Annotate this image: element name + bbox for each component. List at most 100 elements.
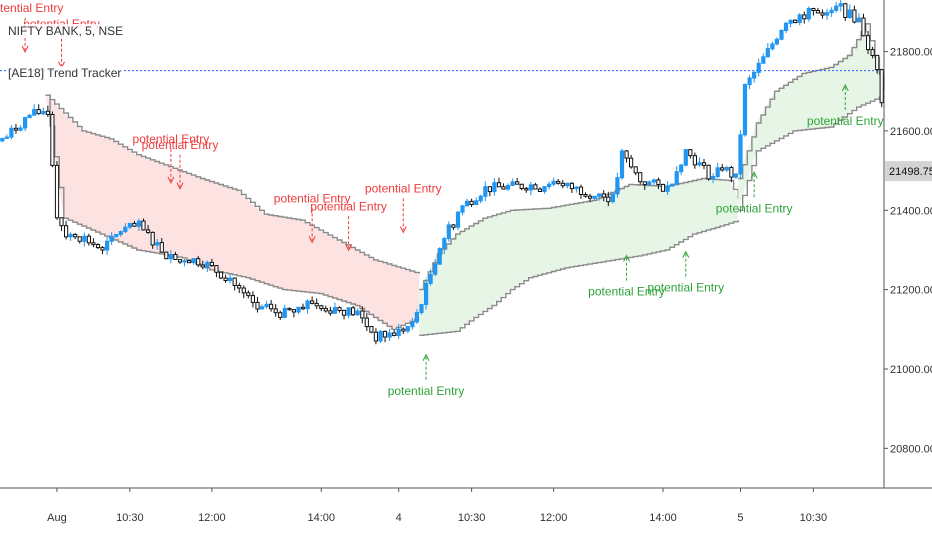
candle bbox=[492, 177, 497, 196]
symbol-legend[interactable]: NIFTY BANK, 5, NSE bbox=[6, 24, 126, 38]
candle bbox=[332, 302, 337, 314]
candle-body bbox=[774, 38, 779, 45]
trend-band-fill bbox=[45, 95, 420, 330]
candle bbox=[615, 172, 620, 198]
candle-body bbox=[319, 305, 324, 309]
candle-body bbox=[373, 331, 378, 342]
candle-body bbox=[132, 222, 137, 227]
candle-body bbox=[105, 240, 110, 251]
candle bbox=[601, 189, 606, 202]
entry-label: potential Entry bbox=[716, 201, 793, 215]
entry-arrow-head bbox=[422, 353, 430, 361]
candle-body bbox=[875, 54, 880, 71]
candle bbox=[870, 46, 875, 59]
candle-body bbox=[647, 181, 652, 185]
candle-body bbox=[547, 183, 552, 188]
candle bbox=[515, 177, 520, 185]
candle-body bbox=[159, 242, 164, 253]
candle bbox=[337, 306, 342, 313]
candle bbox=[401, 327, 406, 335]
candle bbox=[569, 182, 574, 193]
candle-body bbox=[752, 71, 757, 79]
candle-body bbox=[670, 183, 675, 187]
time-tick-label: 12:00 bbox=[198, 512, 226, 524]
candle bbox=[228, 273, 233, 284]
candle bbox=[378, 329, 383, 343]
entry-label: potential Entry bbox=[142, 138, 219, 152]
trend-lower-line bbox=[738, 95, 885, 211]
time-tick-label: Aug bbox=[47, 512, 67, 524]
time-tick-label: 10:30 bbox=[116, 512, 144, 524]
candle bbox=[355, 308, 360, 316]
entry-arrow-head bbox=[167, 176, 175, 184]
time-tick-label: 14:00 bbox=[307, 512, 335, 524]
candle-body bbox=[451, 224, 456, 228]
candle-body bbox=[13, 127, 19, 131]
candle-body bbox=[601, 193, 606, 198]
candle bbox=[241, 285, 246, 299]
indicator-legend[interactable]: [AE18] Trend Tracker bbox=[6, 66, 124, 80]
candle bbox=[114, 234, 119, 239]
candle bbox=[54, 161, 60, 220]
candle bbox=[382, 330, 388, 343]
candle bbox=[679, 163, 684, 175]
candle-body bbox=[783, 22, 789, 31]
candle-body bbox=[378, 330, 383, 342]
candle-body bbox=[697, 162, 702, 166]
candle-body bbox=[665, 185, 670, 192]
candle bbox=[127, 222, 133, 230]
candle bbox=[346, 307, 351, 319]
candle bbox=[711, 173, 716, 184]
candle-body bbox=[496, 182, 502, 188]
entry-label: potential Entry bbox=[310, 199, 387, 213]
candle bbox=[638, 172, 643, 185]
candle bbox=[688, 149, 693, 159]
candle bbox=[829, 7, 834, 17]
candle-body bbox=[364, 317, 369, 328]
candle-body bbox=[164, 251, 169, 260]
candle bbox=[455, 210, 461, 231]
candle-body bbox=[619, 150, 625, 179]
candle bbox=[264, 300, 269, 309]
entry-label: potential Entry bbox=[274, 191, 351, 205]
bull-entry-marker: potential Entry bbox=[388, 353, 465, 398]
candle bbox=[879, 68, 884, 108]
candle bbox=[843, 3, 848, 22]
candle bbox=[428, 269, 433, 286]
candle-body bbox=[396, 328, 401, 337]
bull-entry-marker: potential Entry bbox=[647, 250, 724, 295]
candle bbox=[574, 186, 579, 193]
candle-body bbox=[519, 183, 524, 190]
price-tick-label: 21600.00 bbox=[890, 126, 932, 138]
candle-body bbox=[574, 186, 579, 190]
candle-body bbox=[683, 149, 688, 166]
candle-body bbox=[68, 233, 73, 238]
candle bbox=[36, 104, 41, 115]
candle-body bbox=[866, 35, 871, 51]
time-tick-label: 4 bbox=[396, 512, 402, 524]
candle-body bbox=[196, 258, 201, 266]
candle-body bbox=[23, 117, 28, 129]
candle bbox=[802, 11, 807, 24]
candle-body bbox=[323, 308, 328, 312]
candle bbox=[360, 306, 365, 324]
entry-arrow-head bbox=[750, 171, 758, 179]
candle bbox=[742, 83, 748, 137]
candle-body bbox=[629, 157, 634, 168]
candle-body bbox=[405, 326, 410, 332]
candle-body bbox=[369, 326, 374, 333]
candle bbox=[314, 298, 319, 309]
candle-body bbox=[515, 181, 520, 185]
candle bbox=[269, 299, 274, 312]
candle bbox=[770, 41, 775, 51]
entry-label: potential Entry bbox=[388, 384, 465, 398]
candle-body bbox=[118, 231, 123, 236]
candle-body bbox=[228, 277, 233, 282]
candle-body bbox=[815, 10, 820, 14]
candle bbox=[305, 299, 310, 314]
candle bbox=[319, 304, 324, 312]
candle-body bbox=[332, 307, 337, 314]
candle bbox=[692, 152, 697, 169]
